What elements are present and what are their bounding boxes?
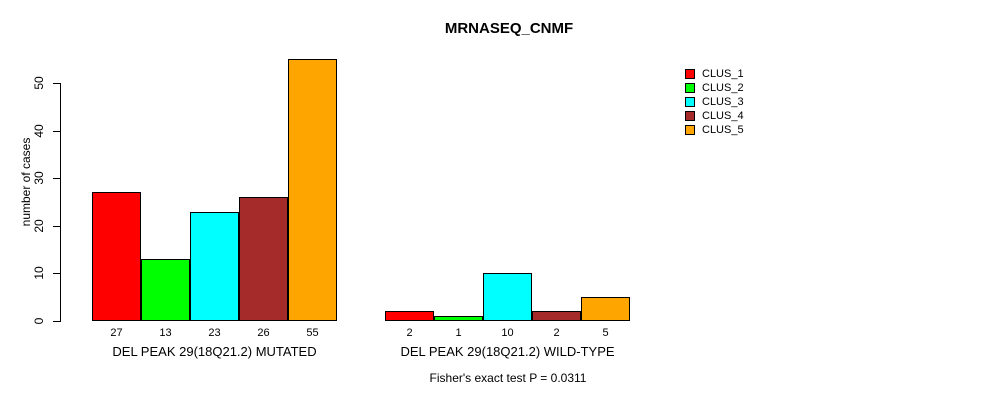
bar-value-label: 10 [501, 327, 514, 339]
legend-label: CLUS_1 [702, 68, 744, 80]
bar-value-label: 2 [406, 327, 413, 339]
y-axis [60, 83, 61, 322]
y-tick-label: 0 [32, 317, 46, 325]
bar-value-label: 1 [455, 327, 462, 339]
y-tick-label: 30 [32, 171, 46, 185]
legend: CLUS_1 CLUS_2 CLUS_3 CLUS_4 CLUS_5 [685, 67, 744, 137]
fisher-test-note: Fisher's exact test P = 0.0311 [429, 371, 587, 385]
legend-swatch-icon [685, 125, 695, 135]
bar-value-label: 27 [110, 327, 123, 339]
y-tick-mark [53, 225, 60, 227]
legend-swatch-icon [685, 111, 695, 121]
bar-clus_3-group1 [190, 212, 239, 321]
y-tick-label: 10 [32, 266, 46, 281]
legend-swatch-icon [685, 97, 695, 107]
bar-clus_4-group2 [532, 311, 581, 321]
group-label-1: DEL PEAK 29(18Q21.2) MUTATED [112, 344, 317, 359]
y-tick-label: 20 [32, 219, 46, 233]
y-tick-mark [53, 83, 60, 84]
legend-item-clus_5: CLUS_5 [685, 123, 744, 137]
bar-clus_2-group2 [434, 316, 483, 321]
bar-clus_5-group2 [581, 297, 630, 321]
legend-swatch-icon [685, 69, 695, 79]
legend-label: CLUS_4 [702, 110, 744, 122]
bar-clus_2-group1 [141, 259, 190, 321]
bar-value-label: 26 [257, 327, 270, 339]
y-tick-mark [53, 130, 60, 132]
y-axis-label: number of cases [19, 137, 33, 227]
chart-title: MRNASEQ_CNMF [444, 20, 574, 37]
y-tick-mark [53, 178, 60, 180]
legend-swatch-icon [685, 83, 695, 93]
legend-item-clus_4: CLUS_4 [685, 109, 744, 123]
bar-value-label: 5 [602, 327, 609, 339]
bar-clus_1-group1 [92, 192, 141, 321]
y-tick-label: 50 [32, 76, 46, 90]
legend-item-clus_1: CLUS_1 [685, 67, 744, 81]
y-tick-mark [53, 273, 60, 275]
bar-clus_5-group1 [288, 59, 337, 321]
bar-value-label: 55 [306, 327, 319, 339]
legend-item-clus_2: CLUS_2 [685, 81, 744, 95]
y-tick-mark [53, 321, 60, 322]
bar-value-label: 13 [159, 327, 172, 339]
bar-clus_3-group2 [483, 273, 532, 321]
legend-label: CLUS_3 [702, 96, 744, 108]
bar-clus_4-group1 [239, 197, 288, 321]
group-label-2: DEL PEAK 29(18Q21.2) WILD-TYPE [400, 344, 615, 359]
y-tick-label: 40 [32, 123, 46, 138]
legend-item-clus_3: CLUS_3 [685, 95, 744, 109]
legend-label: CLUS_2 [702, 82, 744, 94]
bar-clus_1-group2 [385, 311, 434, 321]
bar-value-label: 2 [553, 327, 560, 339]
bar-value-label: 23 [208, 327, 221, 339]
legend-label: CLUS_5 [702, 124, 744, 136]
